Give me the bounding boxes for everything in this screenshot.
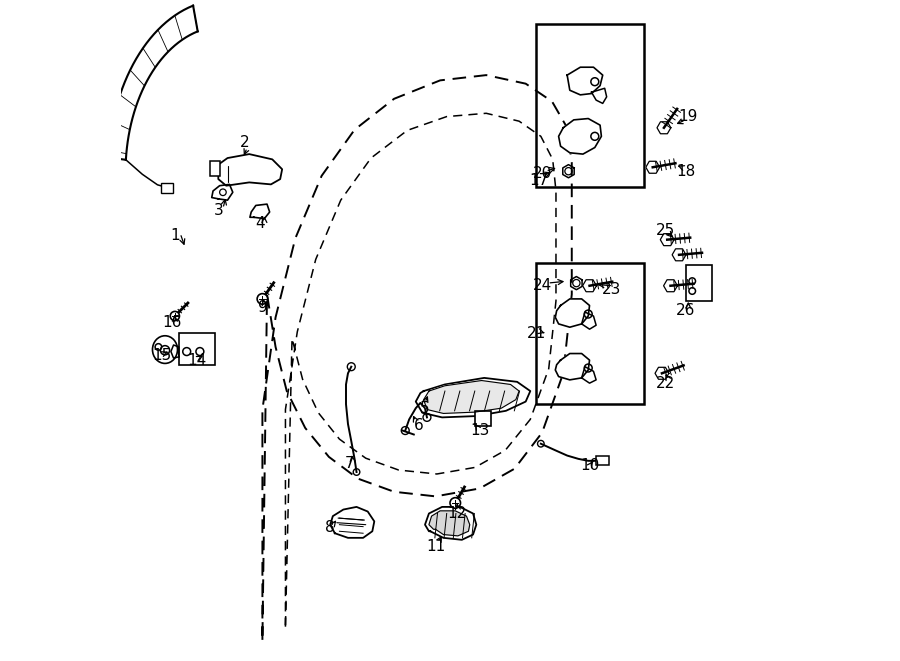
Ellipse shape (152, 336, 177, 364)
Text: 10: 10 (580, 458, 599, 473)
Circle shape (170, 311, 179, 321)
Polygon shape (663, 280, 678, 292)
Text: 22: 22 (656, 375, 676, 391)
Text: 13: 13 (470, 423, 490, 438)
Polygon shape (416, 378, 530, 417)
Bar (475, 411, 491, 426)
Polygon shape (212, 184, 233, 200)
Circle shape (450, 498, 461, 508)
Polygon shape (250, 204, 270, 219)
Text: 24: 24 (533, 278, 552, 293)
Bar (161, 183, 173, 193)
Polygon shape (424, 381, 519, 413)
Text: 21: 21 (527, 327, 546, 341)
Bar (536, 262, 644, 405)
Polygon shape (661, 234, 674, 246)
Text: 3: 3 (213, 203, 223, 218)
Polygon shape (555, 354, 590, 380)
Text: 6: 6 (413, 418, 423, 434)
Bar (686, 264, 712, 301)
Bar (210, 161, 220, 176)
Polygon shape (655, 368, 669, 379)
Text: 25: 25 (656, 223, 676, 238)
Text: 18: 18 (676, 164, 696, 178)
Polygon shape (559, 118, 601, 154)
Text: 16: 16 (163, 315, 182, 330)
Text: 15: 15 (152, 348, 171, 363)
Text: 1: 1 (170, 227, 180, 243)
Text: 12: 12 (447, 506, 466, 521)
Text: 2: 2 (239, 136, 249, 151)
Text: 7: 7 (345, 456, 355, 471)
Bar (536, 24, 644, 187)
Polygon shape (646, 161, 660, 173)
Circle shape (257, 293, 267, 304)
Text: 17: 17 (529, 173, 548, 188)
Polygon shape (429, 511, 470, 536)
Polygon shape (582, 280, 597, 292)
Polygon shape (555, 299, 590, 327)
Bar (596, 455, 609, 465)
Polygon shape (425, 507, 476, 540)
Text: 5: 5 (420, 401, 430, 416)
Text: 4: 4 (256, 216, 266, 231)
Polygon shape (657, 122, 670, 134)
Text: 11: 11 (426, 539, 446, 554)
Polygon shape (672, 249, 686, 261)
Text: 26: 26 (676, 303, 696, 318)
Text: 20: 20 (533, 167, 552, 181)
Text: 19: 19 (679, 109, 698, 124)
Text: 8: 8 (326, 520, 335, 535)
Polygon shape (330, 507, 374, 538)
Text: 23: 23 (601, 282, 621, 297)
Polygon shape (567, 67, 603, 95)
Text: 14: 14 (187, 352, 206, 368)
Bar (179, 333, 215, 365)
Text: 9: 9 (257, 300, 267, 315)
Polygon shape (219, 154, 283, 186)
